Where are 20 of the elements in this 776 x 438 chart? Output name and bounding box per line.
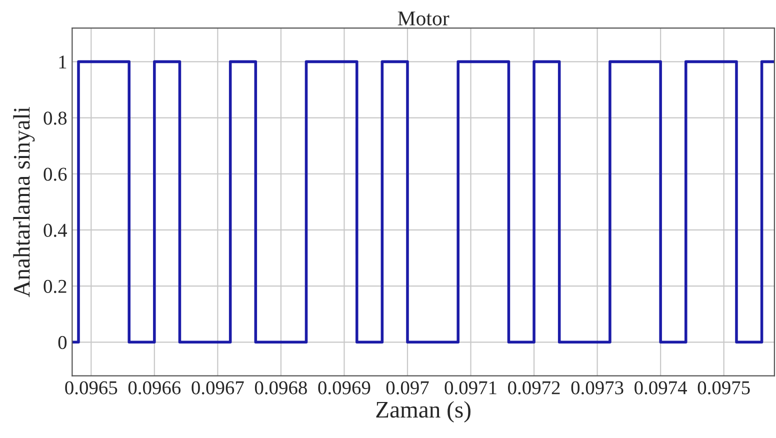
y-tick-label: 0.4 (44, 224, 68, 237)
x-tick-label: 0.0971 (444, 381, 496, 394)
x-tick-label: 0.0969 (318, 381, 370, 394)
y-tick-label: 0.8 (44, 112, 67, 125)
x-tick-label: 0.097 (386, 381, 429, 394)
x-tick-label: 0.0975 (698, 381, 750, 394)
x-axis-title: Zaman (s) (376, 401, 470, 422)
y-tick-label: 1 (59, 56, 66, 68)
x-tick-label: 0.0973 (571, 381, 624, 394)
x-tick-label: 0.0967 (192, 381, 244, 394)
x-tick-label: 0.0966 (128, 381, 181, 394)
x-tick-label: 0.0972 (508, 381, 560, 394)
y-axis-title: Anahtarlama sinyali (13, 106, 35, 298)
x-tick-label: 0.0968 (254, 381, 307, 394)
x-tick-label: 0.0974 (634, 381, 687, 394)
y-tick-label: 0.2 (44, 280, 66, 294)
x-tick-label: 0.0965 (65, 381, 118, 394)
y-tick-label: 0 (58, 336, 67, 350)
y-tick-label: 0.6 (44, 168, 67, 181)
chart-title: Motor (398, 12, 450, 26)
